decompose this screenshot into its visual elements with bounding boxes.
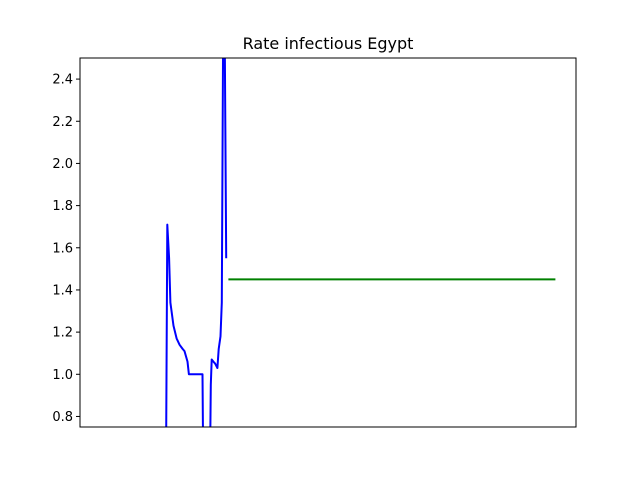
y-tick-label: 1.4 xyxy=(52,283,73,298)
y-tick-label: 2.2 xyxy=(52,115,73,130)
y-axis: 0.8 1.0 1.2 1.4 1.6 1.8 2.0 2.2 2.4 xyxy=(52,73,80,425)
plot-frame xyxy=(79,57,577,428)
series-layer xyxy=(165,58,556,427)
y-tick-label: 1.6 xyxy=(52,241,73,256)
y-tick-label: 2.0 xyxy=(52,157,73,172)
y-tick-label: 0.8 xyxy=(52,410,73,425)
y-tick-label: 2.4 xyxy=(52,73,73,88)
y-tick-label: 1.0 xyxy=(52,368,73,383)
series-line-1 xyxy=(165,58,228,427)
y-tick-label: 1.2 xyxy=(52,326,73,341)
chart-title: Rate infectious Egypt xyxy=(243,34,414,53)
y-tick-label: 1.8 xyxy=(52,199,73,214)
